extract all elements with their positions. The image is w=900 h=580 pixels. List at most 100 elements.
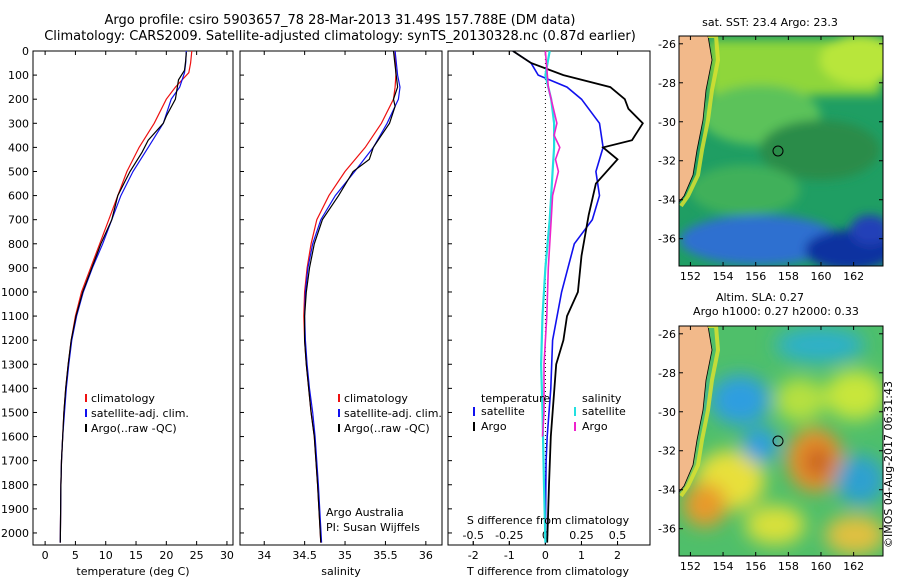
depth-label: 1200 [1,334,29,347]
salinity-xlabel: salinity [321,565,361,578]
salinity-legend: climatology satellite-adj. clim. Argo(..… [339,392,442,435]
sla-map-title: Altim. SLA: 0.27 [716,291,804,304]
temperature-plot-frame [33,51,233,545]
salinity-plot-frame [240,51,442,545]
depth-label: 100 [8,69,29,82]
argo-australia-annotation: Argo Australia [326,506,404,519]
depth-label: 600 [8,190,29,203]
map-lat-label: -36 [658,233,676,246]
map-lon-label: 160 [810,270,831,283]
map-lat-label: -26 [658,328,676,341]
difference-axis-label: -2 [468,549,479,562]
map-lon-label: 160 [810,560,831,573]
map-lon-label: 152 [680,560,701,573]
depth-label: 1300 [1,358,29,371]
legend-label-argo: Argo(..raw -QC) [91,422,177,435]
salinity-axis-label: 34.5 [292,549,317,562]
depth-axis: 0 100 200 300 400 500 600 700 800 900 1000 1100 1200… [1,45,452,540]
map-lon-label: 162 [843,560,864,573]
map-lon-label: 154 [713,560,734,573]
legend-title-temperature: temperature [481,392,550,405]
difference-legend: temperature satellite Argo salinity sate… [474,392,626,433]
difference-axis-label: 1 [578,549,585,562]
salinity-difference-axis-label: 0.25 [569,529,594,542]
depth-label: 800 [8,238,29,251]
depth-label: 1800 [1,479,29,492]
legend-label-climatology: climatology [344,392,408,405]
legend-title-salinity: salinity [582,392,622,405]
legend-label-t-satellite: satellite [481,405,525,418]
temperature-axis-label: 15 [129,549,143,562]
temperature-xlabel: temperature (deg C) [76,565,189,578]
salinity-axis-label: 35.5 [373,549,398,562]
map-lon-label: 156 [745,560,766,573]
temperature-argo-line [60,52,186,542]
temperature-climatology-line [60,51,192,543]
temperature-axis-label: 30 [220,549,234,562]
salinity-axis: 34 34.5 35 35.5 36 [257,51,433,562]
depth-label: 1700 [1,455,29,468]
map-lon-label: 158 [778,560,799,573]
legend-label-argo: Argo(..raw -QC) [344,422,430,435]
depth-label: 1900 [1,503,29,516]
depth-label: 1100 [1,310,29,323]
temperature-legend: climatology satellite-adj. clim. Argo(..… [86,392,189,435]
temperature-axis-label: 0 [42,549,49,562]
temperature-panel: 0100200300400500600700800900100011001200… [1,45,452,578]
map-lat-label: -36 [658,523,676,536]
sla-map: Altim. SLA: 0.27 Argo h1000: 0.27 h2000:… [658,291,885,573]
salinity-argo-line [305,51,398,543]
map-lat-label: -32 [658,445,676,458]
depth-label: 300 [8,117,29,130]
salinity-panel: 34 34.5 35 35.5 36 climatology satellite-adj… [240,51,442,578]
temperature-axis-label: 5 [72,549,79,562]
legend-label-s-satellite: satellite [582,405,626,418]
figure-canvas: 0100200300400500600700800900100011001200… [0,0,900,580]
sst-map-title: sat. SST: 23.4 Argo: 23.3 [702,16,838,29]
depth-label: 1400 [1,382,29,395]
map-lat-label: -34 [658,194,676,207]
difference-axis-label: 0 [542,549,549,562]
sst-map-image [679,35,900,270]
map-lat-label: -34 [658,484,676,497]
temperature-satellite-clim-line [60,51,186,543]
legend-label-s-argo: Argo [582,420,608,433]
difference-axis-label: -1 [504,549,515,562]
salinity-axis-label: 34 [257,549,271,562]
legend-label-satellite: satellite-adj. clim. [91,407,189,420]
depth-label: 700 [8,214,29,227]
depth-label: 500 [8,165,29,178]
map-lon-label: 158 [778,270,799,283]
salinity-axis-label: 36 [419,549,433,562]
temperature-axis-label: 10 [99,549,113,562]
depth-label: 200 [8,93,29,106]
legend-label-satellite: satellite-adj. clim. [344,407,442,420]
map-lon-label: 162 [843,270,864,283]
map-lat-label: -30 [658,406,676,419]
temperature-argo-diff-line [513,51,643,543]
map-lon-label: 154 [713,270,734,283]
sst-map: sat. SST: 23.4 Argo: 23.3 -26-28-30-32-3… [658,16,900,283]
temperature-satellite-diff-line [513,51,603,543]
temperature-axis: 0 5 10 15 20 25 30 [42,51,234,562]
salinity-axis-label: 35 [338,549,352,562]
imos-timestamp: ©IMOS 04-Aug-2017 06:31:43 [882,381,895,548]
difference-axis-label: 2 [614,549,621,562]
depth-label: 1000 [1,286,29,299]
map-lat-label: -28 [658,367,676,380]
map-lon-label: 156 [745,270,766,283]
difference-panel: -2 -1 0 1 2 -0.5 -0.25 0 0.25 0.5 temperature sa… [448,51,650,578]
temperature-difference-xlabel: T difference from climatology [466,565,629,578]
sla-map-subtitle: Argo h1000: 0.27 h2000: 0.33 [693,305,859,318]
salinity-difference-xlabel: S difference from climatology [467,514,630,527]
depth-label: 900 [8,262,29,275]
temperature-axis-label: 20 [159,549,173,562]
map-lon-label: 152 [680,270,701,283]
salinity-difference-axis-label: 0.5 [609,529,627,542]
legend-label-climatology: climatology [91,392,155,405]
depth-label: 1600 [1,431,29,444]
map-lat-label: -30 [658,116,676,129]
depth-label: 2000 [1,527,29,540]
sla-map-image [679,326,885,556]
salinity-difference-axis-label: -0.25 [495,529,523,542]
